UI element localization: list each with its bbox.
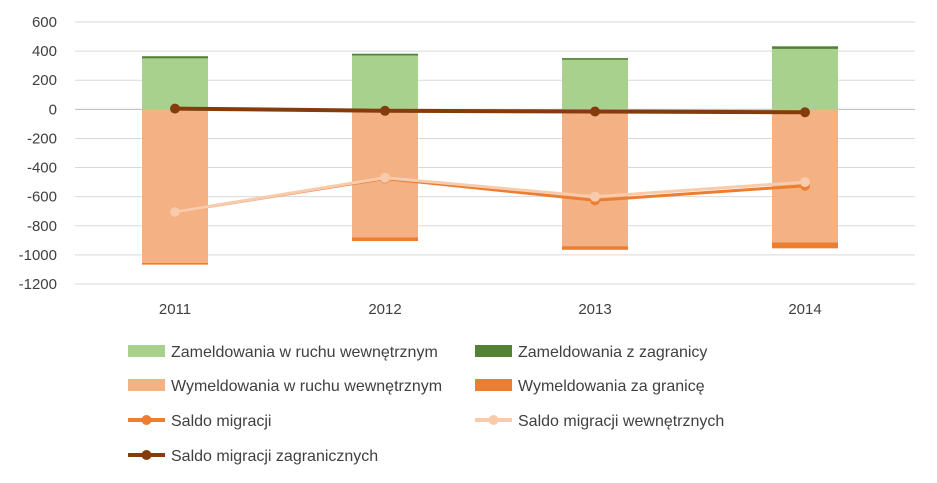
y-tick-label: 200	[32, 72, 57, 89]
x-tick-label: 2011	[159, 301, 191, 318]
y-tick-label: 600	[32, 14, 57, 31]
legend-swatch-marker	[488, 415, 499, 425]
bar-zameldowania-w-ruchu-wewnetrznym-2014	[772, 48, 838, 110]
legend-item-saldo-migracji: Saldo migracji	[128, 413, 271, 430]
bar-zameldowania-z-zagranicy-2014	[772, 46, 838, 49]
point-saldo-migracji-wewnetrznych-2012	[380, 172, 390, 183]
bar-zameldowania-z-zagranicy-2012	[352, 53, 418, 56]
legend-label: Wymeldowania w ruchu wewnętrznym	[171, 378, 442, 395]
bars	[142, 46, 838, 265]
bar-zameldowania-w-ruchu-wewnetrznym-2012	[352, 55, 418, 110]
legend-item-zameldowania-z-zagranicy: Zameldowania z zagranicy	[475, 344, 707, 361]
legend-label: Wymeldowania za granicę	[518, 378, 705, 395]
legend-item-wymeldowania-w-ruchu-wewnetrznym: Wymeldowania w ruchu wewnętrznym	[128, 378, 442, 395]
y-tick-label: 0	[49, 101, 57, 118]
line-saldo-migracji-wewnetrznych	[174, 176, 806, 214]
point-saldo-migracji-wewnetrznych-2011	[170, 206, 180, 217]
legend-swatch	[128, 345, 165, 357]
x-axis-ticks: 2011 2012 2013 2014	[159, 301, 822, 318]
point-saldo-migracji-wewnetrznych-2014	[800, 177, 810, 188]
legend-swatch	[128, 379, 165, 391]
bar-zameldowania-w-ruchu-wewnetrznym-2013	[562, 59, 628, 110]
legend-swatch-marker	[141, 415, 152, 425]
y-tick-label: -400	[27, 160, 57, 177]
x-tick-label: 2014	[788, 301, 821, 318]
legend: Zameldowania w ruchu wewnętrznym Zameldow…	[128, 344, 724, 465]
point-saldo-migracji-zagranicznych-2013	[590, 106, 600, 117]
lines	[170, 103, 810, 217]
point-saldo-migracji-zagranicznych-2011	[170, 103, 180, 114]
bar-zameldowania-z-zagranicy-2013	[562, 58, 628, 60]
bar-wymeldowania-za-granice-2014	[772, 242, 838, 249]
point-saldo-migracji-zagranicznych-2014	[800, 107, 810, 118]
legend-swatch	[475, 345, 512, 357]
legend-swatch	[475, 379, 512, 391]
y-axis-ticks: 600 400 200 0 -200 -400 -600 -800 -1000 -1200	[19, 14, 57, 293]
legend-item-saldo-migracji-wewnetrznych: Saldo migracji wewnętrznych	[475, 413, 724, 430]
point-saldo-migracji-wewnetrznych-2013	[590, 191, 600, 202]
legend-label: Saldo migracji	[171, 413, 271, 430]
y-tick-label: -200	[27, 130, 57, 147]
y-tick-label: -600	[27, 189, 57, 206]
legend-swatch-marker	[141, 450, 152, 460]
y-tick-label: -800	[27, 218, 57, 235]
legend-label: Zameldowania z zagranicy	[518, 344, 707, 361]
bar-zameldowania-z-zagranicy-2011	[142, 56, 208, 59]
x-tick-label: 2013	[578, 301, 611, 318]
bar-wymeldowania-za-granice-2012	[352, 237, 418, 242]
y-tick-label: -1200	[19, 276, 57, 293]
bar-wymeldowania-za-granice-2011	[142, 262, 208, 265]
legend-label: Zameldowania w ruchu wewnętrznym	[171, 344, 438, 361]
bar-wymeldowania-w-ruchu-wewnetrznym-2011	[142, 109, 208, 263]
legend-item-zameldowania-w-ruchu-wewnetrznym: Zameldowania w ruchu wewnętrznym	[128, 344, 438, 361]
y-tick-label: 400	[32, 43, 57, 60]
legend-item-wymeldowania-za-granice: Wymeldowania za granicę	[475, 378, 705, 395]
bar-wymeldowania-w-ruchu-wewnetrznym-2013	[562, 109, 628, 247]
bar-wymeldowania-w-ruchu-wewnetrznym-2014	[772, 109, 838, 243]
line-saldo-migracji-zagranicznych	[174, 106, 806, 115]
legend-label: Saldo migracji zagranicznych	[171, 448, 378, 465]
bar-wymeldowania-za-granice-2013	[562, 246, 628, 250]
legend-label: Saldo migracji wewnętrznych	[518, 413, 724, 430]
y-tick-label: -1000	[19, 247, 57, 264]
bar-zameldowania-w-ruchu-wewnetrznym-2011	[142, 58, 208, 110]
point-saldo-migracji-zagranicznych-2012	[380, 105, 390, 116]
x-tick-label: 2012	[368, 301, 401, 318]
legend-item-saldo-migracji-zagranicznych: Saldo migracji zagranicznych	[128, 448, 378, 465]
